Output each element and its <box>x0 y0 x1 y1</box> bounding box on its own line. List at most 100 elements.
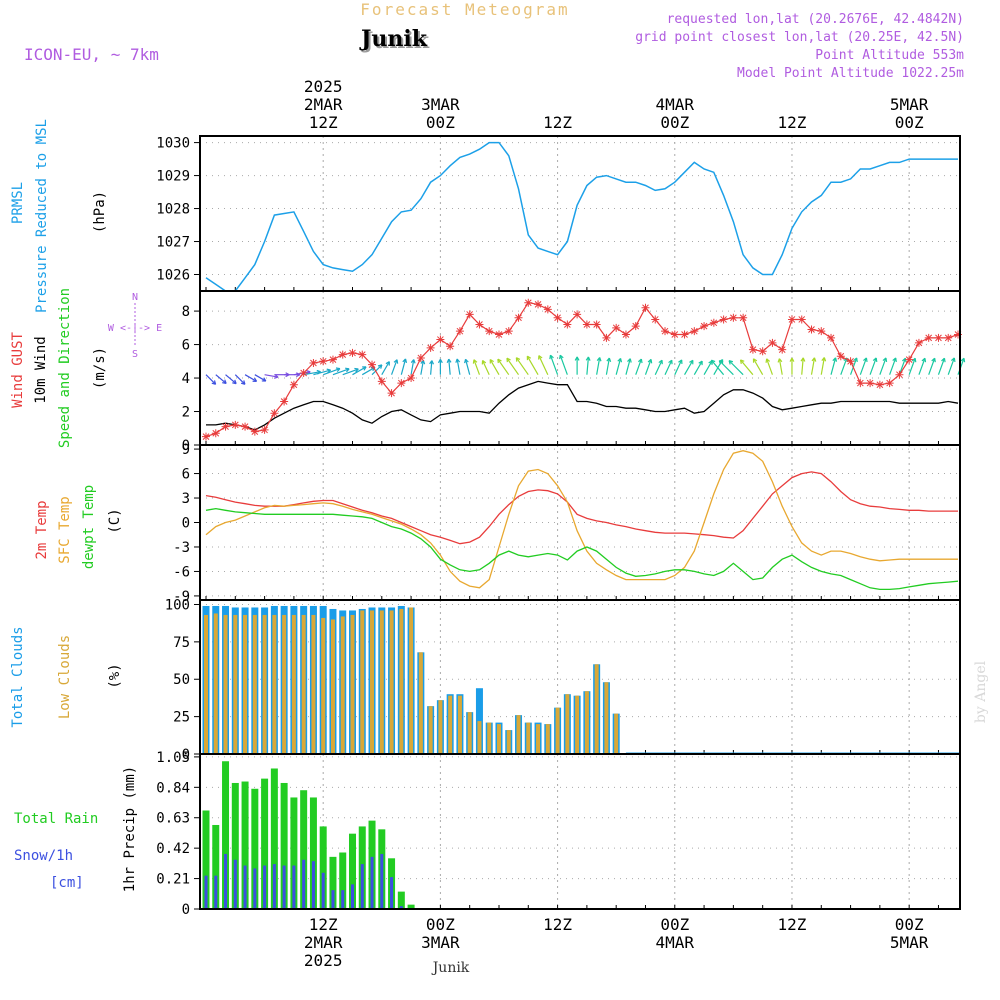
wind-labels: Wind GUST 10m Wind Speed and Direction (… <box>10 288 162 448</box>
wind-arrow-head <box>647 358 653 364</box>
cloud-labels: Total Clouds Low Clouds (%) <box>10 626 123 727</box>
snow-bar <box>253 868 257 909</box>
wind-direction-arrow <box>928 358 936 375</box>
top-axis-label: 4MAR <box>656 95 695 114</box>
precip-labels: Total Rain Snow/1h [cm] 1hr Precip (mm) <box>14 766 138 892</box>
wind-direction-arrow <box>937 358 946 375</box>
precipitation-ytick-label: 0.21 <box>156 872 190 888</box>
wind-arrow-head <box>506 357 511 363</box>
wind-direction-arrow <box>635 358 642 375</box>
snow-bar <box>341 890 345 909</box>
low-clouds-bar <box>487 722 492 754</box>
sfc-temp-label: SFC Temp <box>57 496 73 563</box>
wind-arrow-head <box>911 357 917 363</box>
wind-gust-marker <box>778 345 787 354</box>
wind-gust-marker <box>875 380 884 389</box>
wind-direction-arrow <box>801 357 804 375</box>
wind-direction-arrow <box>538 355 549 375</box>
wind-direction-arrow <box>947 357 955 375</box>
precipitation-ytick-label: 0 <box>182 902 190 918</box>
wind-gust-marker <box>944 333 953 342</box>
low-clouds-bar <box>614 713 619 754</box>
wind-arrow-head <box>481 359 487 365</box>
wind-direction-arrow <box>515 357 529 376</box>
wind-gust-marker <box>954 330 962 339</box>
wind-ytick-label: 2 <box>182 405 190 421</box>
wind-direction-arrow <box>234 374 246 385</box>
wind-direction-arrow <box>869 357 877 375</box>
wind-direction-arrow <box>710 359 725 376</box>
wind-direction-arrow <box>830 357 837 375</box>
top-axis-label: 3MAR <box>421 95 460 114</box>
precip-unit-label: 1hr Precip (mm) <box>122 766 138 892</box>
wind-arrow-head <box>526 355 532 361</box>
low-clouds-bar <box>526 722 531 754</box>
location-title-shadow: Junik <box>361 28 430 54</box>
clouds-panel: 0 25 50 75 100 <box>165 597 960 763</box>
model-label: ICON-EU, ~ 7km <box>24 45 159 64</box>
wind-gust-marker <box>338 350 347 359</box>
wind-gust-marker <box>368 360 377 369</box>
precipitation-ytick-label: 1.05 <box>156 750 190 766</box>
wind-arrow-head <box>800 357 806 362</box>
snow-bar <box>282 865 286 909</box>
low-clouds-bar <box>428 706 433 754</box>
low-clouds-bar <box>594 664 599 754</box>
wind-arrow-head <box>232 379 237 385</box>
rain-bar <box>251 788 259 909</box>
temp-unit-label: (C) <box>107 508 123 533</box>
wind-gust-marker <box>446 342 455 351</box>
wind-arrow-head <box>678 359 683 364</box>
wind-gust-marker <box>582 320 591 329</box>
wind-arrow-head <box>335 367 341 373</box>
wind-direction-arrow <box>850 357 858 375</box>
rain-bar <box>222 761 230 909</box>
clouds-ytick-label: 75 <box>173 635 190 651</box>
wind-arrow-head <box>892 357 897 363</box>
wind-direction-arrow <box>400 358 407 375</box>
snow-bar <box>350 884 354 909</box>
wind-direction-arrow <box>605 357 610 375</box>
wind-arrow-head <box>464 358 469 364</box>
wind-gust-marker <box>475 320 484 329</box>
wind-direction-arrow <box>615 358 622 375</box>
wind-gust-marker <box>846 357 855 366</box>
wind-gust-marker <box>416 353 425 362</box>
2m-temp-line <box>205 471 958 545</box>
wind-arrow-head <box>728 360 734 365</box>
top-axis-label: 12Z <box>778 113 807 132</box>
rain-bar <box>407 904 415 909</box>
low-clouds-bar <box>213 613 218 754</box>
wind-gust-marker <box>670 330 679 339</box>
wind-direction-arrow <box>778 358 783 375</box>
wind-arrow-head <box>765 358 771 363</box>
pressure-line <box>205 141 958 292</box>
wind-arrow-head <box>710 359 716 365</box>
pressure-border <box>199 135 961 292</box>
wind-gust-marker <box>455 327 464 336</box>
low-clouds-bar <box>379 610 384 754</box>
low-clouds-bar <box>545 724 550 754</box>
wind-direction-arrow <box>752 358 764 375</box>
bottom-axis-label: 12Z <box>543 915 572 934</box>
wind-direction-arrow <box>526 355 539 375</box>
wind-arrow-head <box>354 367 359 373</box>
wind-arrow-head <box>698 360 703 366</box>
wind-gust-marker <box>231 420 240 429</box>
wind-direction-arrow <box>898 358 906 375</box>
pressure-panel: 1026 1027 1028 1029 1030 <box>156 136 960 292</box>
wind-arrow-head <box>637 358 643 364</box>
sfc-temp-line <box>205 450 958 589</box>
wind-gust-marker <box>250 427 259 436</box>
wind-arrow-head <box>261 377 267 382</box>
wind-gust-marker <box>426 343 435 352</box>
wind-direction-arrow <box>674 359 683 375</box>
wind-gust-marker <box>485 327 494 336</box>
wind-arrow-head <box>455 358 461 363</box>
rain-bar <box>290 797 298 909</box>
pressure-unit-label: (hPa) <box>92 191 108 233</box>
temperature-labels: 2m Temp SFC Temp dewpt Temp (C) <box>34 485 123 569</box>
wind-arrow-head <box>811 357 817 362</box>
temperature-panel: -9 -6 -3 0 3 6 9 <box>173 442 960 605</box>
